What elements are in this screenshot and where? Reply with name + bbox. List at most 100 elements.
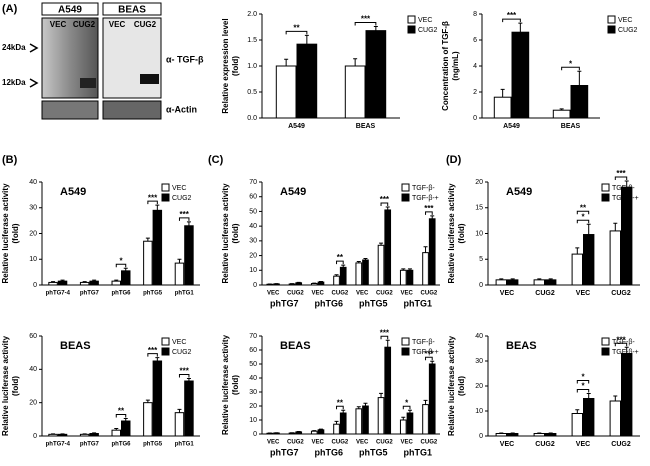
y-tick-label: 40 xyxy=(249,375,257,382)
significance-bracket xyxy=(336,405,344,410)
error-bar xyxy=(92,279,97,282)
marker-label: 12kDa xyxy=(2,78,26,87)
bar xyxy=(493,96,512,119)
y-tick-label: 0.5 xyxy=(247,89,257,96)
y-tick-label: 2 xyxy=(473,89,477,96)
significance-bracket xyxy=(576,389,590,393)
significance-label: *** xyxy=(361,15,371,24)
y-axis-label: Concentration of TGF-β xyxy=(441,21,450,111)
bar xyxy=(310,430,318,435)
x-tick-label: VEC xyxy=(400,440,413,446)
chart-title: A549 xyxy=(60,186,86,198)
y-axis-label: (fold) xyxy=(11,223,20,243)
y-tick-label: 20 xyxy=(475,383,483,390)
error-bar xyxy=(401,416,406,420)
legend-label: TGF-β-+ xyxy=(412,195,439,202)
error-bar xyxy=(379,392,384,398)
error-bar xyxy=(60,433,65,435)
cell-label: A549 xyxy=(58,5,82,16)
significance-label: *** xyxy=(380,195,390,204)
lane-label: CUG2 xyxy=(134,20,157,29)
y-axis-label: Relative expression level xyxy=(221,18,230,113)
bar xyxy=(317,281,325,286)
y-tick-label: 4 xyxy=(473,63,477,70)
legend-swatch xyxy=(601,183,610,192)
y-tick-label: 0 xyxy=(253,431,257,438)
y-tick-label: 40 xyxy=(475,333,483,340)
y-tick-label: 20 xyxy=(249,403,257,410)
y-tick-label: 20 xyxy=(29,400,37,407)
error-bar xyxy=(155,204,160,211)
significance-label: * xyxy=(569,59,573,68)
x-tick-label: VEC xyxy=(267,440,280,446)
x-tick-label: VEC xyxy=(500,290,514,297)
bar xyxy=(333,275,340,286)
significance-label: ** xyxy=(580,203,587,212)
bar xyxy=(545,279,557,286)
x-tick-label: phTG7-4 xyxy=(46,442,71,448)
bar xyxy=(79,281,90,286)
bar xyxy=(545,433,557,437)
y-tick-label: 0 xyxy=(473,115,477,122)
y-axis-label: (fold) xyxy=(457,223,466,243)
y-axis-label: (fold) xyxy=(11,376,20,396)
bar xyxy=(583,234,595,286)
x-tick-label: CUG2 xyxy=(611,441,631,448)
x-tick-label: CUG2 xyxy=(287,440,304,446)
x-tick-label: phTG7 xyxy=(80,291,100,297)
bar xyxy=(121,420,131,437)
error-bar xyxy=(123,267,128,271)
bar xyxy=(495,279,508,286)
bar xyxy=(339,266,347,286)
chart-title: BEAS xyxy=(506,340,537,352)
x-tick-label: phTG6 xyxy=(112,291,132,297)
error-bar xyxy=(559,108,564,111)
error-bar xyxy=(407,268,412,271)
significance-label: *** xyxy=(180,210,190,219)
error-bar xyxy=(177,258,182,264)
panel-label: (C) xyxy=(208,154,224,166)
y-tick-label: 0.0 xyxy=(247,115,257,122)
bar xyxy=(143,402,153,437)
y-tick-label: 30 xyxy=(249,389,257,396)
y-tick-label: 1.5 xyxy=(247,37,257,44)
bar xyxy=(174,262,185,286)
error-bar xyxy=(114,279,119,282)
y-tick-label: 10 xyxy=(249,267,257,274)
bar xyxy=(533,433,545,437)
bar xyxy=(184,225,194,286)
y-tick-label: 20 xyxy=(475,179,483,186)
y-tick-label: 30 xyxy=(475,358,483,365)
legend-label: VEC xyxy=(418,17,432,24)
x-tick-label: BEAS xyxy=(561,123,581,130)
y-tick-label: 50 xyxy=(249,208,257,215)
bar xyxy=(422,252,429,286)
x-tick-label: VEC xyxy=(267,291,280,297)
significance-label: ** xyxy=(293,23,300,32)
error-bar xyxy=(586,393,591,399)
bar xyxy=(399,419,407,435)
legend-label: TGF-β- xyxy=(612,339,635,346)
x-tick-label: phTG7-4 xyxy=(46,291,71,297)
x-tick-label: phTG7 xyxy=(80,442,100,448)
bar xyxy=(406,269,414,286)
x-tick-label: CUG2 xyxy=(332,440,349,446)
legend-swatch xyxy=(607,15,616,24)
significance-label: *** xyxy=(507,11,517,20)
error-bar xyxy=(82,433,87,435)
error-bar xyxy=(363,402,368,406)
legend-label: TGF-β-+ xyxy=(612,195,639,202)
y-tick-label: 40 xyxy=(29,366,37,373)
significance-bracket xyxy=(147,353,158,357)
chart-title: BEAS xyxy=(280,340,311,352)
legend-label: CUG2 xyxy=(418,27,438,34)
legend-label: TGF-β- xyxy=(412,185,435,192)
legend-swatch xyxy=(607,25,616,34)
legend-swatch xyxy=(401,193,410,202)
y-tick-label: 70 xyxy=(249,179,257,186)
bar xyxy=(310,283,318,286)
legend-label: VEC xyxy=(172,339,186,346)
bar xyxy=(296,43,318,119)
error-bar xyxy=(537,278,542,280)
error-bar xyxy=(548,278,553,280)
